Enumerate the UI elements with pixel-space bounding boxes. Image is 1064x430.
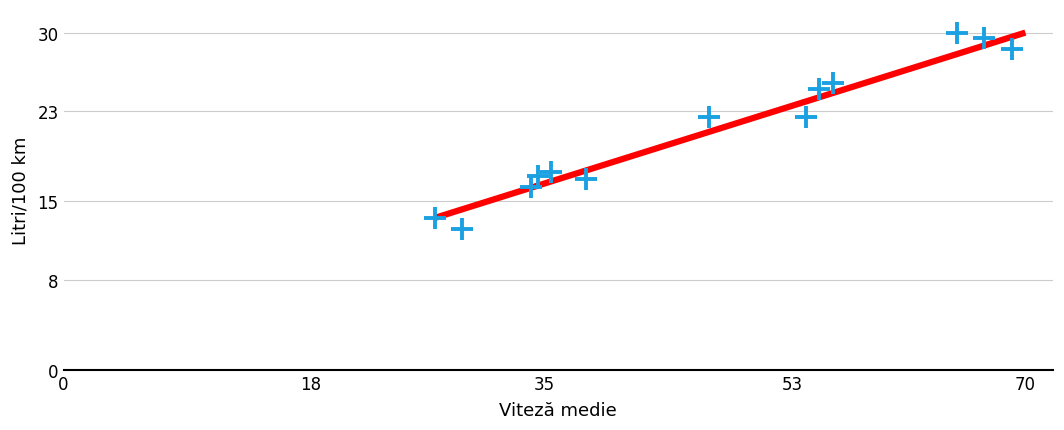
Point xyxy=(701,114,718,121)
Point xyxy=(1003,47,1020,54)
Point xyxy=(811,86,828,93)
Point xyxy=(453,226,470,233)
X-axis label: Viteză medie: Viteză medie xyxy=(499,401,617,419)
Point xyxy=(825,80,842,87)
Point xyxy=(948,30,965,37)
Point xyxy=(797,114,814,121)
Point xyxy=(529,174,546,181)
Y-axis label: Litri/100 km: Litri/100 km xyxy=(11,136,29,245)
Point xyxy=(577,176,594,183)
Point xyxy=(426,215,443,222)
Point xyxy=(976,36,993,43)
Point xyxy=(543,169,560,176)
Point xyxy=(522,184,539,190)
